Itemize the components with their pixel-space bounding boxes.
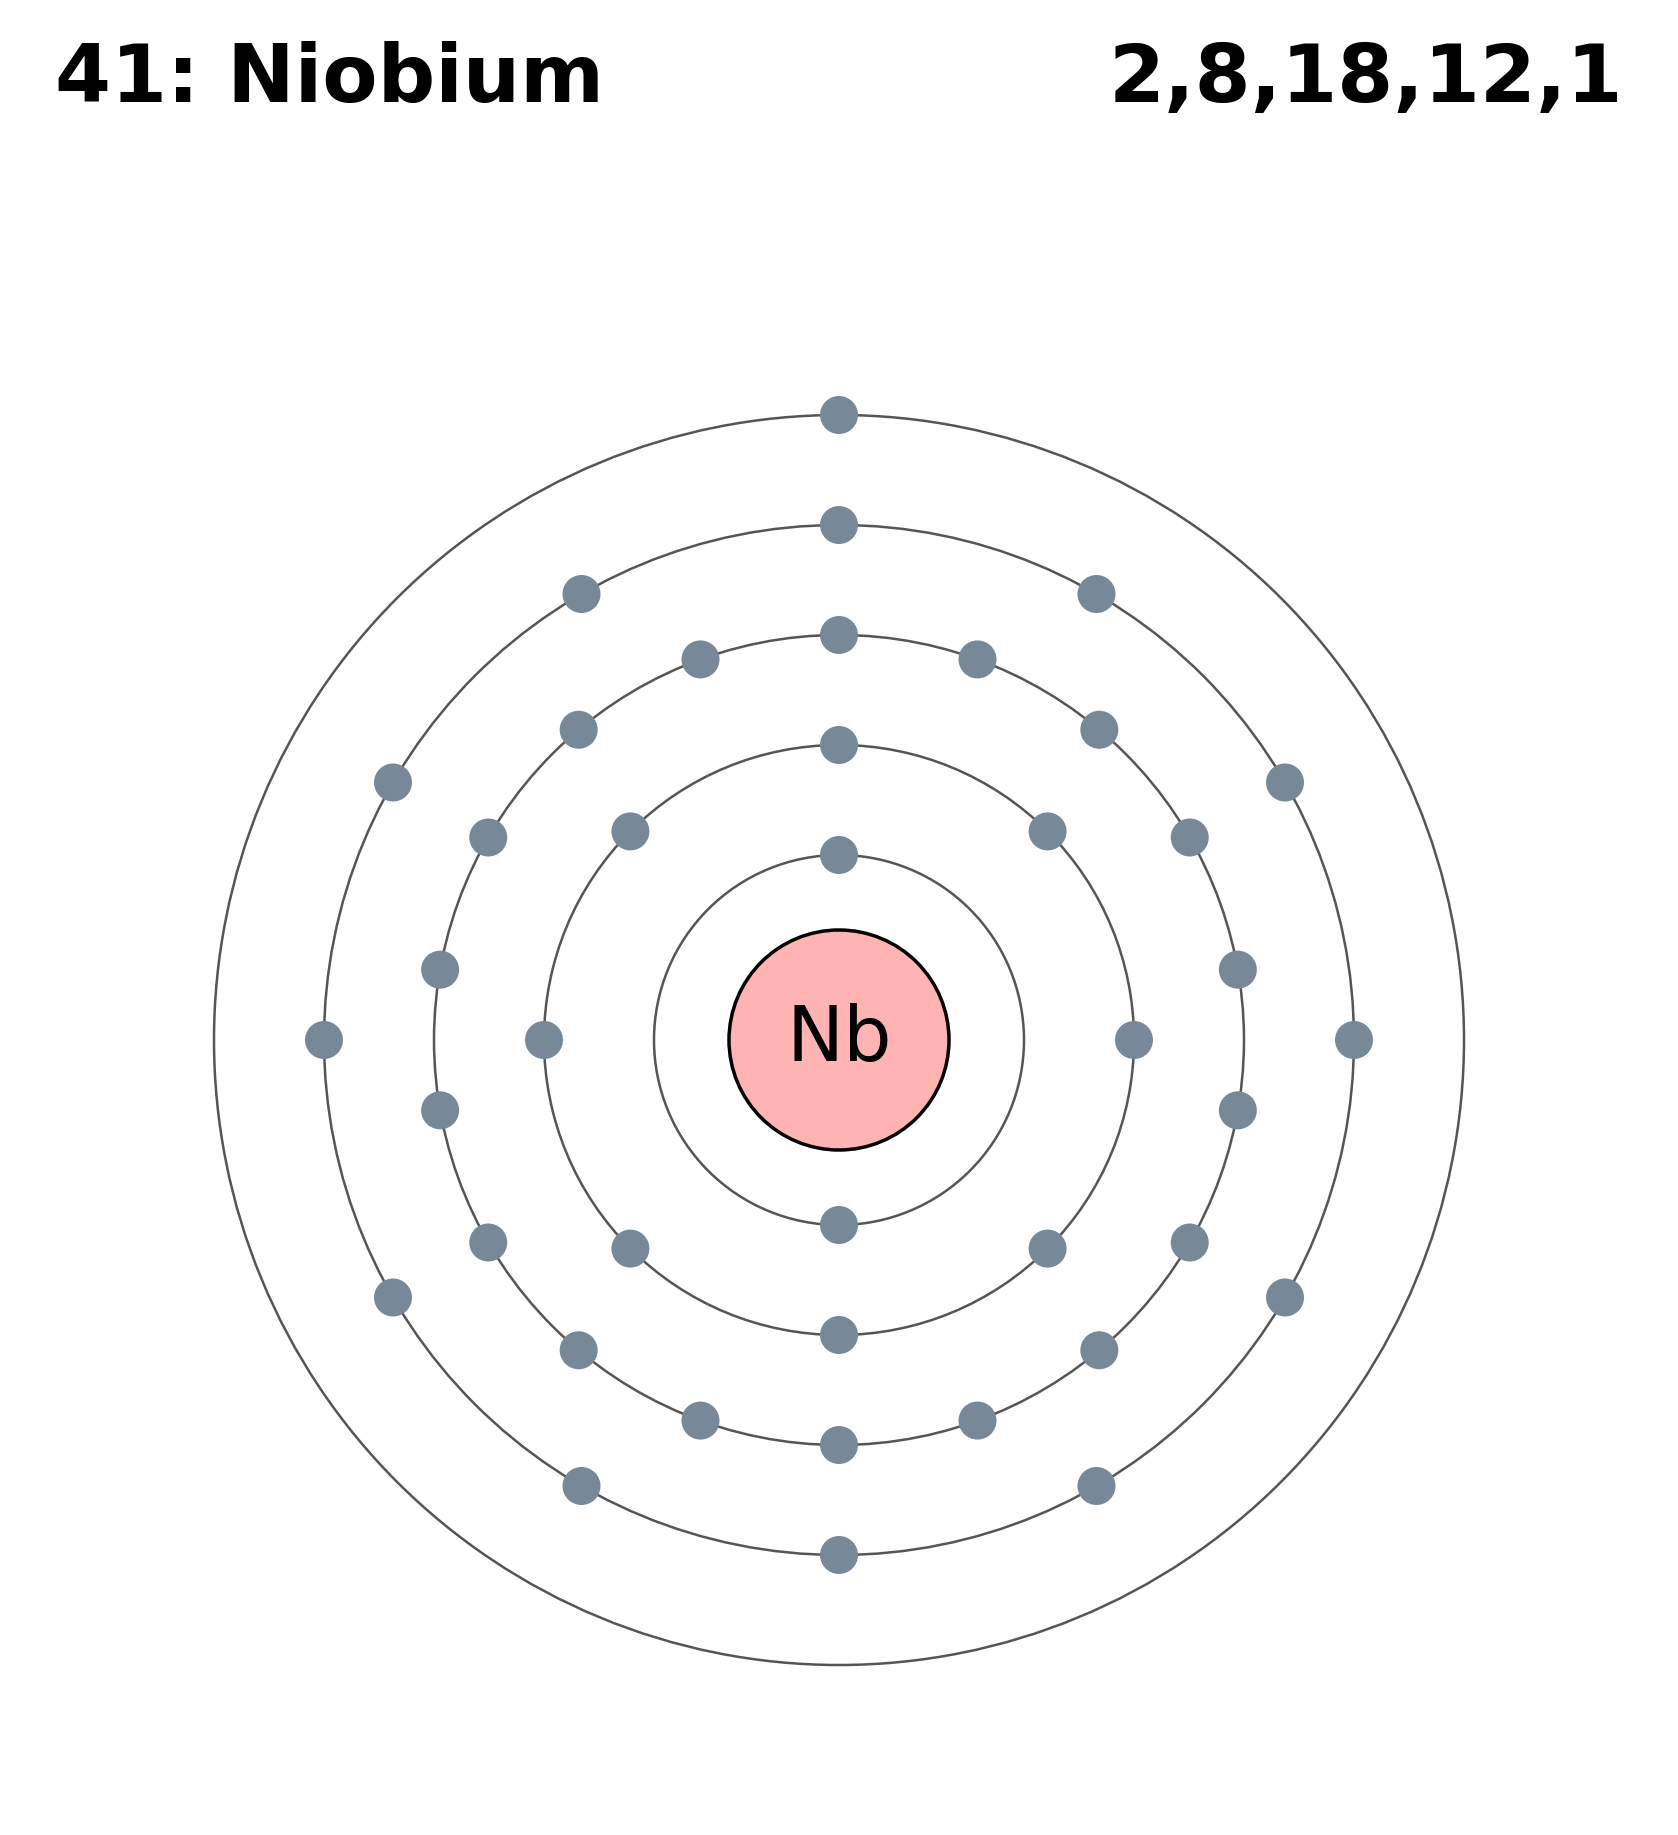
Circle shape: [470, 1224, 507, 1261]
Circle shape: [421, 1092, 460, 1129]
Circle shape: [1077, 1466, 1116, 1505]
Circle shape: [821, 1536, 857, 1574]
Circle shape: [470, 818, 507, 857]
Circle shape: [958, 1402, 997, 1440]
Circle shape: [560, 710, 597, 749]
Circle shape: [611, 813, 649, 850]
Circle shape: [821, 617, 857, 653]
Circle shape: [681, 1402, 720, 1440]
Circle shape: [1336, 1020, 1373, 1059]
Circle shape: [374, 1279, 413, 1316]
Circle shape: [421, 951, 460, 989]
Circle shape: [1081, 1330, 1118, 1369]
Circle shape: [305, 1020, 342, 1059]
Circle shape: [1265, 1279, 1304, 1316]
Circle shape: [821, 1316, 857, 1354]
Circle shape: [1081, 710, 1118, 749]
Circle shape: [562, 574, 601, 613]
Circle shape: [562, 1466, 601, 1505]
Text: Nb: Nb: [787, 1004, 891, 1077]
Circle shape: [1171, 818, 1208, 857]
Text: 2,8,18,12,1: 2,8,18,12,1: [1109, 40, 1623, 119]
Circle shape: [821, 1426, 857, 1464]
Circle shape: [1114, 1020, 1153, 1059]
Circle shape: [525, 1020, 564, 1059]
Circle shape: [1218, 951, 1257, 989]
Circle shape: [958, 640, 997, 679]
Circle shape: [821, 1206, 857, 1244]
Circle shape: [821, 727, 857, 763]
Circle shape: [1171, 1224, 1208, 1261]
Circle shape: [821, 837, 857, 873]
Circle shape: [560, 1330, 597, 1369]
Circle shape: [821, 506, 857, 543]
Circle shape: [821, 396, 857, 435]
Text: 41: Niobium: 41: Niobium: [55, 40, 604, 119]
Circle shape: [1077, 574, 1116, 613]
Circle shape: [728, 930, 950, 1151]
Circle shape: [374, 763, 413, 802]
Circle shape: [1218, 1092, 1257, 1129]
Circle shape: [1029, 813, 1067, 850]
Circle shape: [1029, 1229, 1067, 1268]
Circle shape: [611, 1229, 649, 1268]
Circle shape: [1265, 763, 1304, 802]
Circle shape: [681, 640, 720, 679]
